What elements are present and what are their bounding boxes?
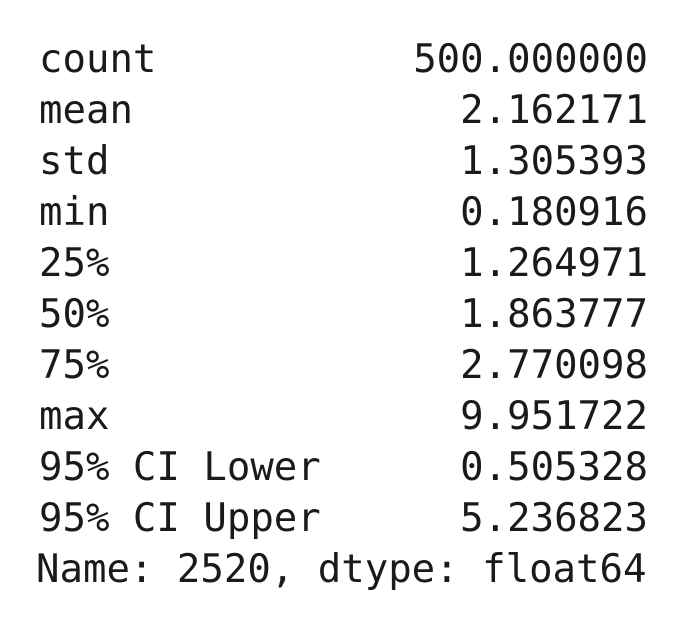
stat-row-ci-upper: 95% CI Upper 5.236823 xyxy=(36,493,648,544)
stat-label: count xyxy=(36,34,156,85)
stat-value: 9.951722 xyxy=(460,391,648,442)
stat-label: 25% xyxy=(36,238,109,289)
stat-label: 95% CI Lower xyxy=(36,442,321,493)
series-footer: Name: 2520, dtype: float64 xyxy=(36,544,648,595)
stat-label: 75% xyxy=(36,340,109,391)
stat-value: 1.863777 xyxy=(460,289,648,340)
stat-label: 95% CI Upper xyxy=(36,493,321,544)
stat-row-count: count 500.000000 xyxy=(36,34,648,85)
stat-value: 1.305393 xyxy=(460,136,648,187)
stat-row-75pct: 75% 2.770098 xyxy=(36,340,648,391)
stat-row-ci-lower: 95% CI Lower 0.505328 xyxy=(36,442,648,493)
stat-value: 0.180916 xyxy=(460,187,648,238)
stat-label: max xyxy=(36,391,109,442)
stat-value: 0.505328 xyxy=(460,442,648,493)
stat-row-min: min 0.180916 xyxy=(36,187,648,238)
stat-row-50pct: 50% 1.863777 xyxy=(36,289,648,340)
stat-row-25pct: 25% 1.264971 xyxy=(36,238,648,289)
stat-value: 2.770098 xyxy=(460,340,648,391)
stat-row-mean: mean 2.162171 xyxy=(36,85,648,136)
stat-label: min xyxy=(36,187,109,238)
stat-value: 5.236823 xyxy=(460,493,648,544)
stat-label: 50% xyxy=(36,289,109,340)
stat-label: mean xyxy=(36,85,133,136)
stat-label: std xyxy=(36,136,109,187)
stat-row-max: max 9.951722 xyxy=(36,391,648,442)
series-describe-output: count 500.000000 mean 2.162171 std 1.305… xyxy=(36,34,648,595)
stat-value: 2.162171 xyxy=(460,85,648,136)
stat-value: 500.000000 xyxy=(413,34,648,85)
stat-value: 1.264971 xyxy=(460,238,648,289)
stat-row-std: std 1.305393 xyxy=(36,136,648,187)
